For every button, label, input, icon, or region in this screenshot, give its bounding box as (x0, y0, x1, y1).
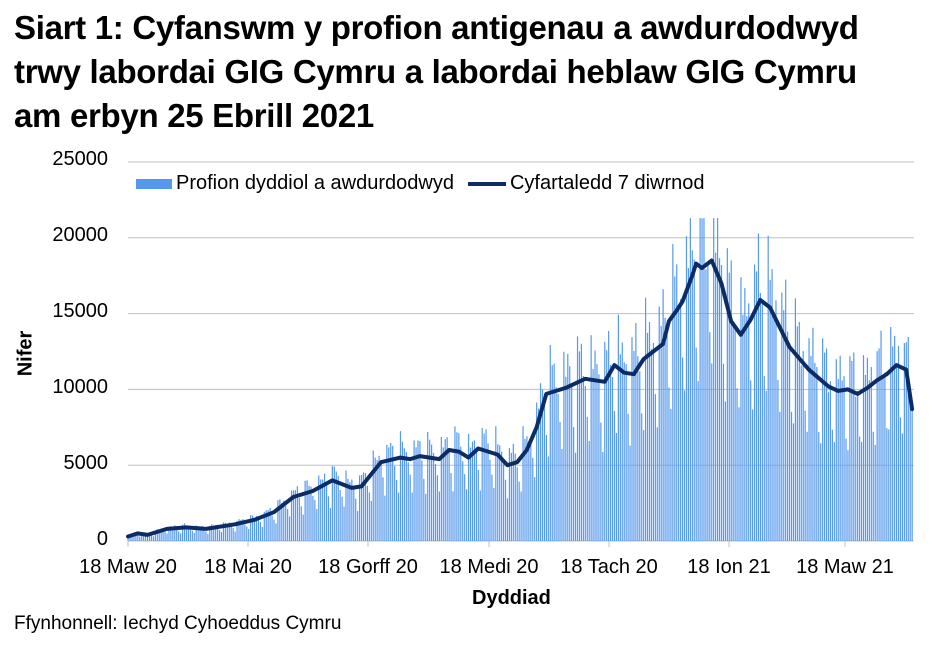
x-tick: 18 Tach 20 (560, 556, 658, 578)
y-tick: 20000 (52, 224, 108, 246)
legend-line-swatch (467, 181, 506, 186)
x-tick: 18 Medi 20 (439, 556, 539, 578)
x-tick: 18 Mai 20 (204, 556, 292, 578)
y-tick: 0 (96, 528, 108, 550)
y-tick: 25000 (52, 148, 108, 170)
daily-bars (127, 218, 913, 542)
seven-day-average-line (126, 258, 915, 539)
title-line-2: trwy labordai GIG Cymru a labordai hebla… (14, 53, 857, 90)
y-tick: 10000 (52, 376, 108, 398)
legend-line-label: Cyfartaledd 7 diwrnod (509, 172, 705, 194)
y-axis-label: Nifer (14, 330, 37, 377)
chart-title: Siart 1: Cyfanswm y profion antigenau a … (14, 6, 934, 138)
x-axis-label: Dyddiad (472, 587, 551, 609)
y-tick: 15000 (52, 300, 108, 322)
legend: Profion dyddiol a awdurdodwyd Cyfartaled… (136, 172, 705, 195)
legend-bar-label: Profion dyddiol a awdurdodwyd (176, 172, 454, 194)
x-tick: 18 Maw 21 (796, 556, 894, 578)
title-line-3: am erbyn 25 Ebrill 2021 (14, 97, 374, 134)
x-tick: 18 Maw 20 (79, 556, 177, 578)
x-tick: 18 Ion 21 (687, 556, 771, 578)
x-tick: 18 Gorff 20 (318, 556, 418, 578)
source-note: Ffynhonnell: Iechyd Cyhoeddus Cymru (14, 613, 342, 634)
legend-bar-swatch (136, 178, 172, 189)
y-tick: 5000 (63, 452, 109, 474)
title-line-1: Siart 1: Cyfanswm y profion antigenau a … (14, 9, 859, 46)
